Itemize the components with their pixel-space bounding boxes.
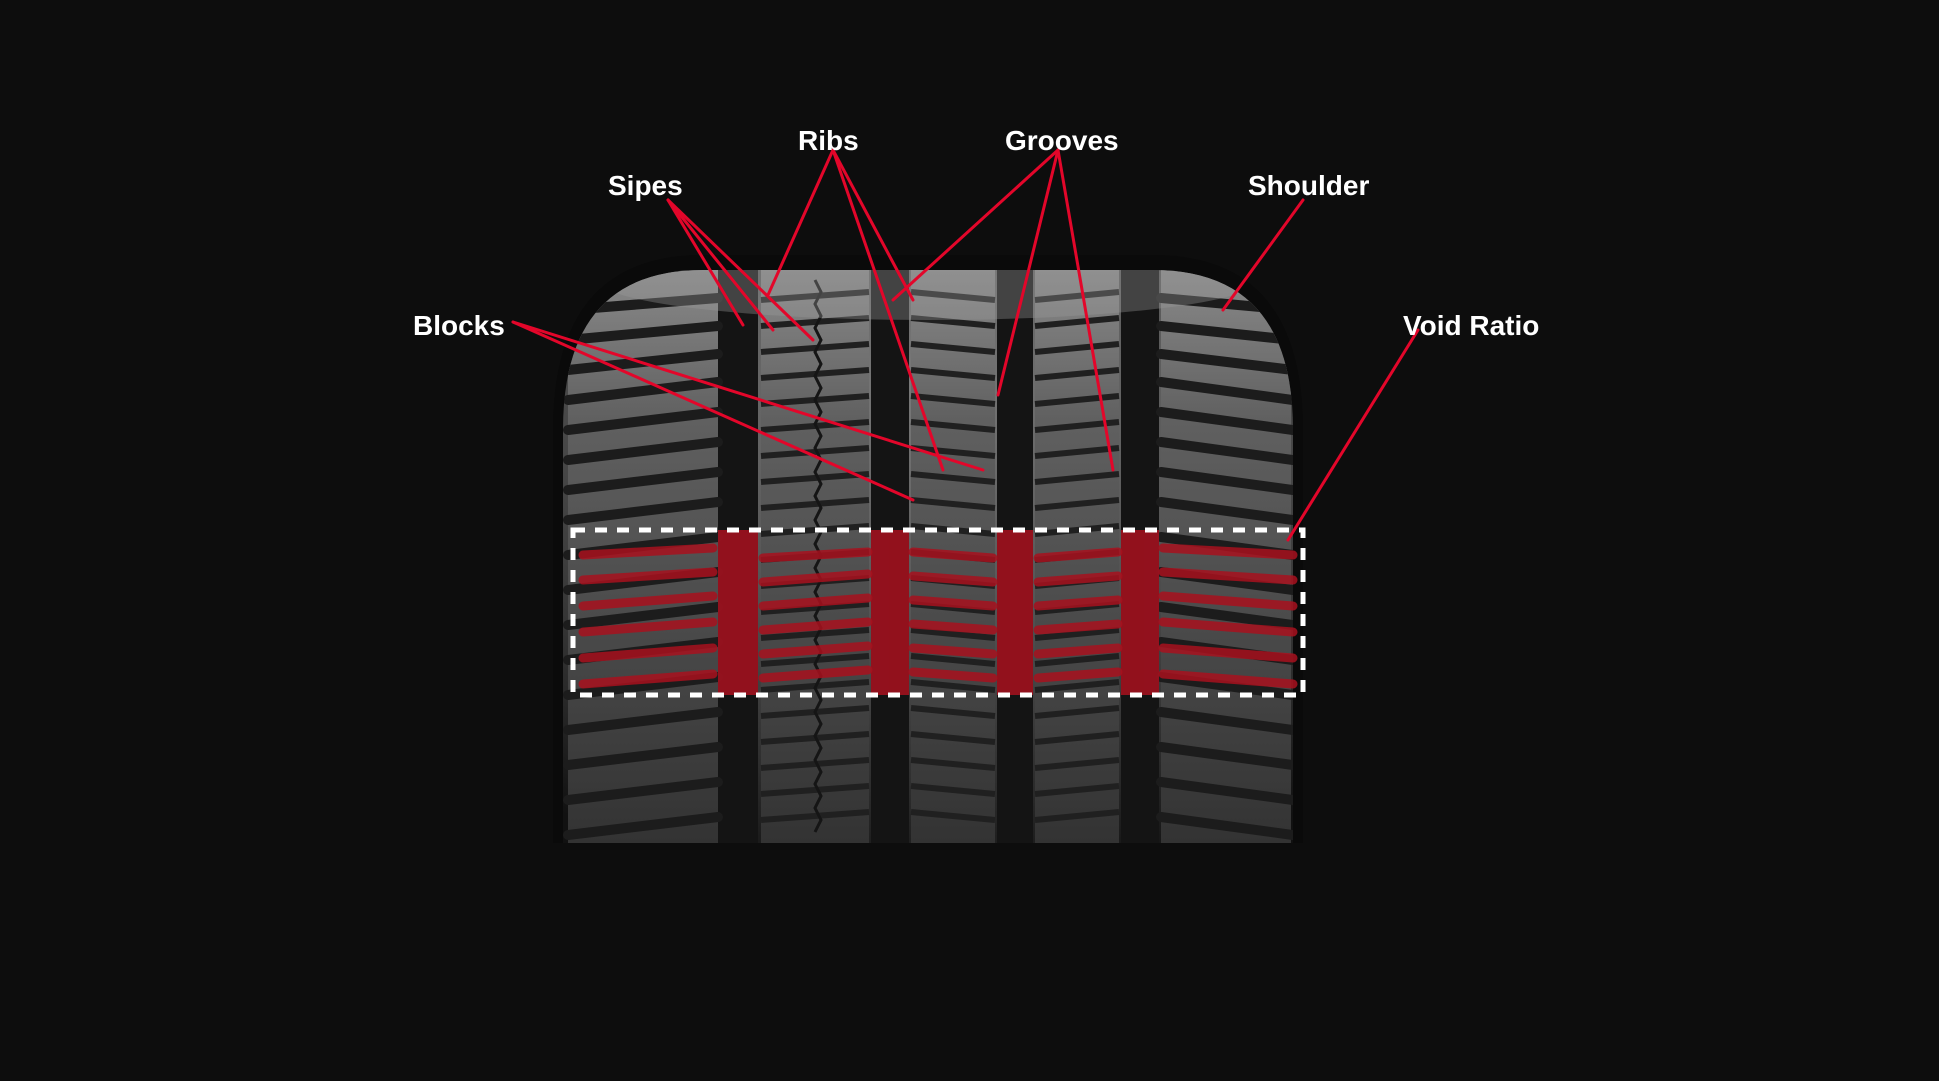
diagram-svg [213, 0, 1726, 843]
label-shoulder: Shoulder [1248, 170, 1369, 202]
label-grooves: Grooves [1005, 125, 1119, 157]
label-blocks: Blocks [413, 310, 505, 342]
label-ribs: Ribs [798, 125, 859, 157]
tire-anatomy-diagram: Sipes Ribs Grooves Shoulder Blocks Void … [213, 0, 1726, 843]
label-sipes: Sipes [608, 170, 683, 202]
tire-body [553, 240, 1303, 843]
label-voidratio: Void Ratio [1403, 310, 1539, 342]
